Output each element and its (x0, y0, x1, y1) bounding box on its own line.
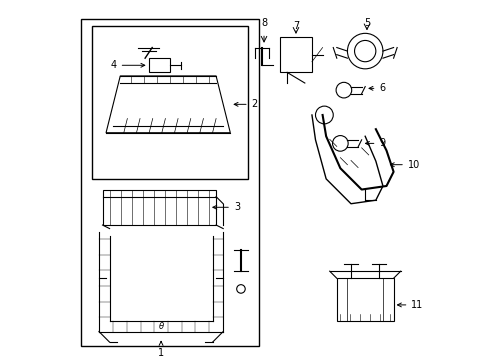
Bar (148, 58, 170, 72)
Text: 3: 3 (212, 202, 240, 212)
Text: 5: 5 (363, 18, 369, 28)
Bar (102, 189, 216, 225)
Text: 6: 6 (368, 84, 385, 93)
Text: 9: 9 (365, 138, 385, 148)
Text: θ: θ (158, 322, 163, 331)
Text: 11: 11 (397, 300, 423, 310)
Text: 8: 8 (261, 18, 266, 28)
Text: 1: 1 (158, 342, 164, 358)
Bar (81, 19, 258, 346)
Bar (336, 278, 393, 321)
Text: 2: 2 (234, 99, 257, 109)
Text: 10: 10 (389, 160, 419, 170)
Bar (92, 26, 247, 179)
Bar (280, 37, 311, 72)
Text: 4: 4 (110, 60, 144, 70)
Text: 7: 7 (292, 21, 299, 31)
